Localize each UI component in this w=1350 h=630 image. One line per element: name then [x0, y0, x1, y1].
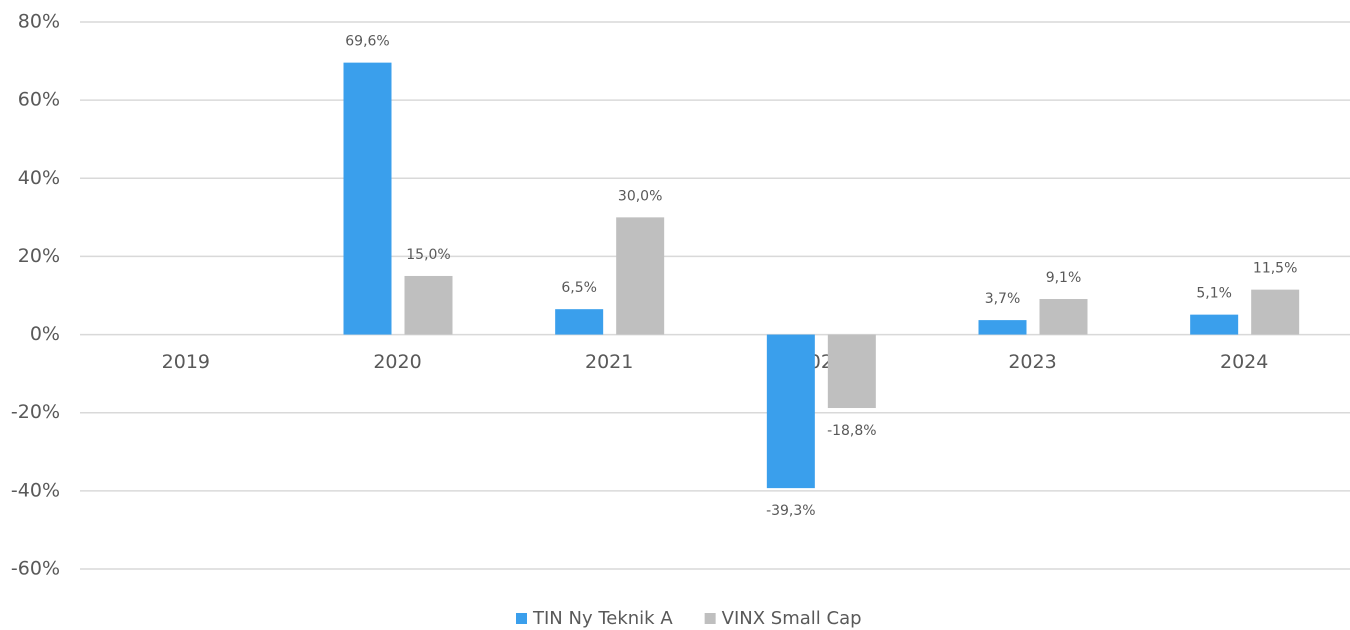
data-label: 3,7%	[985, 291, 1021, 307]
x-tick-label: 2020	[373, 351, 421, 373]
data-label: 9,1%	[1046, 270, 1082, 286]
legend-label: TIN Ny Teknik A	[532, 608, 673, 629]
data-label: 6,5%	[561, 280, 597, 296]
bar	[827, 334, 876, 409]
legend-label: VINX Small Cap	[722, 608, 862, 629]
bar	[1190, 314, 1239, 335]
data-label: 5,1%	[1196, 286, 1232, 302]
y-tick-label: 40%	[18, 167, 60, 189]
y-tick-label: 0%	[30, 323, 60, 345]
legend-swatch	[516, 613, 527, 624]
data-label: 11,5%	[1253, 261, 1297, 277]
x-tick-label: 2024	[1220, 351, 1268, 373]
data-label: 30,0%	[618, 188, 662, 204]
bar	[1251, 289, 1300, 335]
data-label: 15,0%	[406, 247, 450, 263]
bar	[766, 334, 815, 489]
x-tick-label: 2019	[162, 351, 210, 373]
bar	[343, 62, 392, 335]
data-label: 69,6%	[345, 34, 389, 50]
bar	[616, 217, 665, 335]
y-tick-label: -20%	[11, 401, 60, 423]
x-tick-label: 2023	[1008, 351, 1056, 373]
y-tick-label: 60%	[18, 89, 60, 111]
bar	[555, 309, 604, 335]
data-label: -18,8%	[827, 423, 877, 439]
x-tick-label: 2021	[585, 351, 633, 373]
y-tick-label: -40%	[11, 479, 60, 501]
y-tick-label: -60%	[11, 558, 60, 580]
bar	[404, 275, 453, 335]
legend-swatch	[704, 613, 716, 624]
y-tick-label: 20%	[18, 245, 60, 267]
bar	[1039, 299, 1088, 335]
data-label: -39,3%	[766, 503, 816, 519]
y-tick-label: 80%	[18, 11, 60, 33]
bar	[978, 320, 1027, 335]
